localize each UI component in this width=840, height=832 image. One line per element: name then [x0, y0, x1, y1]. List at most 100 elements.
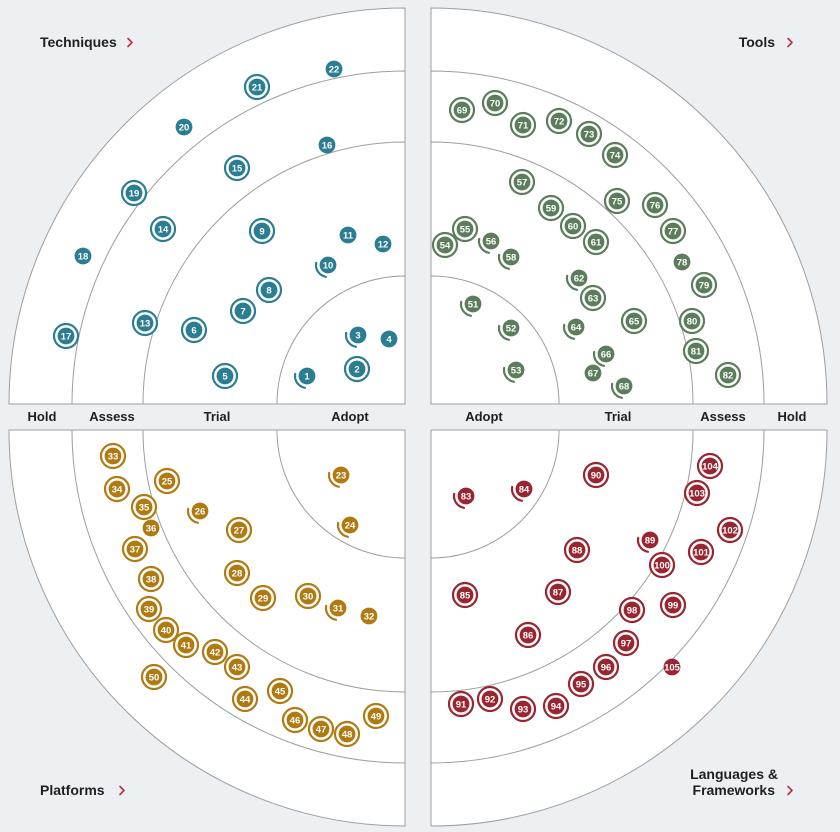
blip-43[interactable]: 43	[223, 653, 251, 681]
blip-40[interactable]: 40	[152, 616, 180, 644]
blip-91[interactable]: 91	[447, 690, 475, 718]
blip-76[interactable]: 76	[641, 191, 669, 219]
blip-64[interactable]: 64	[562, 318, 585, 340]
blip-94[interactable]: 94	[542, 692, 570, 720]
blip-36[interactable]: 36	[142, 519, 160, 537]
blip-49[interactable]: 49	[362, 702, 390, 730]
blip-92[interactable]: 92	[476, 685, 504, 713]
blip-80[interactable]: 80	[678, 307, 706, 335]
blip-58[interactable]: 58	[497, 248, 520, 270]
blip-47[interactable]: 47	[307, 715, 335, 743]
blip-65[interactable]: 65	[620, 307, 648, 335]
blip-88[interactable]: 88	[563, 536, 591, 564]
blip-27[interactable]: 27	[225, 516, 253, 544]
blip-83[interactable]: 83	[452, 487, 475, 509]
blip-13[interactable]: 13	[131, 309, 159, 337]
blip-3[interactable]: 3	[344, 326, 367, 348]
blip-8[interactable]: 8	[255, 276, 283, 304]
blip-42[interactable]: 42	[201, 638, 229, 666]
blip-86[interactable]: 86	[514, 621, 542, 649]
blip-60[interactable]: 60	[559, 212, 587, 240]
blip-67[interactable]: 67	[584, 364, 602, 382]
blip-18[interactable]: 18	[74, 247, 92, 265]
blip-11[interactable]: 11	[339, 226, 357, 244]
blip-38[interactable]: 38	[137, 565, 165, 593]
blip-100[interactable]: 100	[648, 551, 676, 579]
blip-77[interactable]: 77	[659, 217, 687, 245]
blip-16[interactable]: 16	[318, 136, 336, 154]
blip-32[interactable]: 32	[360, 607, 378, 625]
blip-93[interactable]: 93	[509, 695, 537, 723]
blip-79[interactable]: 79	[690, 271, 718, 299]
blip-35[interactable]: 35	[130, 493, 158, 521]
blip-61[interactable]: 61	[582, 228, 610, 256]
blip-101[interactable]: 101	[687, 538, 715, 566]
blip-55[interactable]: 55	[451, 215, 479, 243]
blip-51[interactable]: 51	[459, 295, 482, 317]
blip-19[interactable]: 19	[120, 179, 148, 207]
blip-14[interactable]: 14	[149, 215, 177, 243]
blip-97[interactable]: 97	[612, 629, 640, 657]
blip-74[interactable]: 74	[601, 141, 629, 169]
blip-54[interactable]: 54	[431, 231, 459, 259]
blip-25[interactable]: 25	[153, 467, 181, 495]
blip-7[interactable]: 7	[229, 297, 257, 325]
blip-82[interactable]: 82	[714, 361, 742, 389]
blip-4[interactable]: 4	[380, 330, 398, 348]
blip-52[interactable]: 52	[497, 319, 520, 341]
blip-63[interactable]: 63	[579, 284, 607, 312]
blip-5[interactable]: 5	[211, 362, 239, 390]
blip-28[interactable]: 28	[223, 559, 251, 587]
quadrant-title-tools[interactable]: Tools	[739, 34, 793, 50]
blip-90[interactable]: 90	[582, 461, 610, 489]
blip-72[interactable]: 72	[545, 107, 573, 135]
blip-21[interactable]: 21	[243, 73, 271, 101]
blip-75[interactable]: 75	[603, 187, 631, 215]
blip-53[interactable]: 53	[502, 361, 525, 383]
blip-50[interactable]: 50	[140, 663, 168, 691]
blip-26[interactable]: 26	[186, 502, 209, 524]
blip-17[interactable]: 17	[52, 322, 80, 350]
blip-81[interactable]: 81	[682, 337, 710, 365]
blip-48[interactable]: 48	[333, 720, 361, 748]
blip-37[interactable]: 37	[121, 535, 149, 563]
blip-66[interactable]: 66	[592, 345, 615, 367]
blip-56[interactable]: 56	[477, 232, 500, 254]
blip-44[interactable]: 44	[231, 685, 259, 713]
blip-34[interactable]: 34	[103, 475, 131, 503]
blip-104[interactable]: 104	[696, 452, 724, 480]
blip-24[interactable]: 24	[336, 516, 359, 538]
blip-105[interactable]: 105	[663, 658, 681, 676]
quadrant-title-techniques[interactable]: Techniques	[40, 34, 133, 50]
blip-102[interactable]: 102	[716, 516, 744, 544]
blip-46[interactable]: 46	[281, 706, 309, 734]
blip-95[interactable]: 95	[567, 670, 595, 698]
blip-22[interactable]: 22	[325, 60, 343, 78]
blip-29[interactable]: 29	[249, 584, 277, 612]
blip-6[interactable]: 6	[180, 316, 208, 344]
blip-15[interactable]: 15	[223, 154, 251, 182]
blip-23[interactable]: 23	[327, 466, 350, 488]
blip-89[interactable]: 89	[636, 531, 659, 553]
blip-30[interactable]: 30	[294, 582, 322, 610]
blip-45[interactable]: 45	[266, 677, 294, 705]
blip-96[interactable]: 96	[592, 653, 620, 681]
blip-70[interactable]: 70	[481, 89, 509, 117]
blip-59[interactable]: 59	[537, 194, 565, 222]
blip-87[interactable]: 87	[544, 578, 572, 606]
blip-69[interactable]: 69	[448, 96, 476, 124]
blip-20[interactable]: 20	[175, 118, 193, 136]
blip-12[interactable]: 12	[374, 235, 392, 253]
quadrant-title-platforms[interactable]: Platforms	[40, 782, 125, 798]
blip-10[interactable]: 10	[314, 256, 337, 278]
blip-2[interactable]: 2	[343, 355, 371, 383]
blip-78[interactable]: 78	[673, 253, 691, 271]
blip-103[interactable]: 103	[683, 479, 711, 507]
blip-68[interactable]: 68	[610, 377, 633, 399]
blip-41[interactable]: 41	[172, 631, 200, 659]
blip-84[interactable]: 84	[510, 480, 533, 502]
blip-9[interactable]: 9	[248, 217, 276, 245]
blip-57[interactable]: 57	[508, 168, 536, 196]
quadrant-title-languages[interactable]: Languages & Frameworks	[690, 766, 793, 798]
blip-99[interactable]: 99	[659, 591, 687, 619]
